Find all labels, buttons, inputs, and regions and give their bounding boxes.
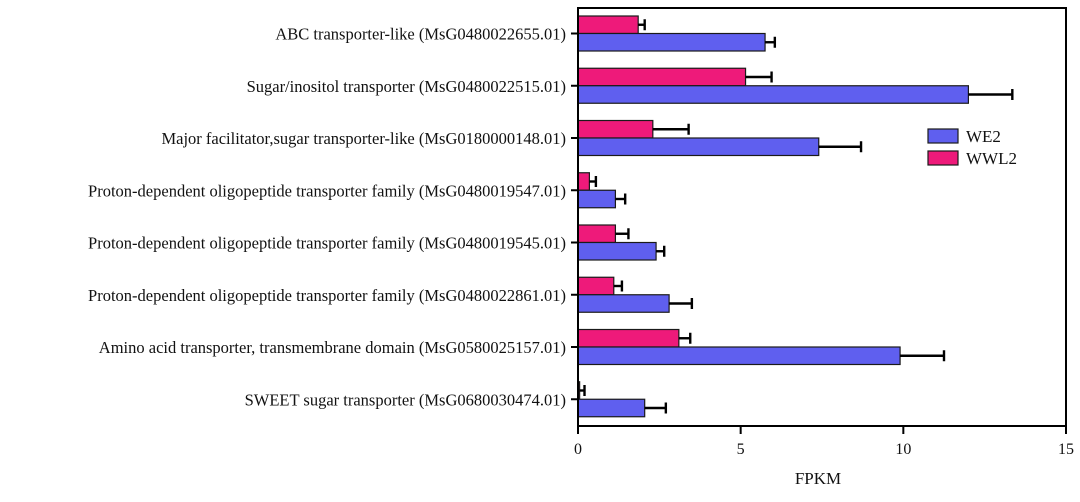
bar-wwl2-4 — [577, 224, 617, 244]
category-label-3: Proton-dependent oligopeptide transporte… — [88, 181, 566, 200]
category-label-1: Sugar/inositol transporter (MsG048002251… — [247, 77, 566, 96]
category-label-0: ABC transporter-like (MsG0480022655.01) — [275, 25, 566, 44]
error-bar-we2-0 — [765, 36, 777, 48]
error-bar-wwl2-5 — [613, 280, 624, 292]
bar-we2-6 — [577, 346, 901, 366]
x-tick-label-2: 10 — [895, 441, 911, 458]
bar-we2-0 — [577, 32, 766, 52]
category-label-6: Amino acid transporter, transmembrane do… — [99, 338, 566, 357]
category-label-4: Proton-dependent oligopeptide transporte… — [88, 234, 566, 253]
error-bar-wwl2-1 — [745, 71, 773, 83]
legend-label-wwl2: WWL2 — [966, 149, 1017, 168]
category-label-2: Major facilitator,sugar transporter-like… — [161, 129, 566, 148]
bar-we2-7 — [577, 398, 646, 418]
legend-label-we2: WE2 — [966, 127, 1001, 146]
x-tick-label-1: 5 — [737, 441, 745, 458]
bar-we2-3 — [577, 189, 617, 209]
axis-ticks: 0 5 10 15 — [571, 32, 1074, 458]
bar-wwl2-5 — [577, 276, 615, 296]
bar-wwl2-6 — [577, 328, 680, 348]
category-label-5: Proton-dependent oligopeptide transporte… — [88, 286, 566, 305]
error-bar-we2-4 — [656, 245, 666, 257]
error-bar-wwl2-2 — [652, 123, 690, 135]
x-axis-title: FPKM — [795, 469, 841, 488]
error-bar-we2-3 — [615, 193, 627, 205]
error-bar-wwl2-3 — [589, 176, 598, 187]
error-bar-we2-7 — [644, 402, 668, 414]
x-tick-label-3: 15 — [1058, 441, 1074, 458]
legend: WE2 WWL2 — [927, 127, 1017, 168]
bar-we2-4 — [577, 241, 657, 261]
error-bar-wwl2-6 — [678, 332, 692, 344]
bar-we2-2 — [577, 137, 820, 157]
error-bar-we2-1 — [968, 89, 1014, 100]
legend-swatch-wwl2 — [927, 150, 959, 166]
error-bar-we2-2 — [818, 141, 863, 153]
legend-swatch-we2 — [927, 128, 959, 144]
bar-we2-5 — [577, 294, 670, 313]
plot-frame — [577, 7, 1067, 427]
bar-wwl2-2 — [577, 119, 654, 139]
error-bar-we2-5 — [669, 298, 694, 309]
error-bar-we2-6 — [900, 350, 946, 362]
x-tick-label-0: 0 — [574, 441, 582, 458]
error-bar-wwl2-0 — [638, 19, 646, 31]
bar-we2-1 — [577, 85, 969, 104]
bar-wwl2-1 — [577, 67, 747, 87]
category-labels: ABC transporter-like (MsG0480022655.01) S… — [88, 25, 566, 410]
bar-wwl2-0 — [577, 15, 639, 35]
error-bars-layer — [579, 19, 1014, 414]
error-bar-wwl2-4 — [615, 228, 630, 240]
bar-wwl2-3 — [577, 172, 590, 191]
category-label-7: SWEET sugar transporter (MsG0680030474.0… — [245, 390, 566, 409]
error-bar-wwl2-7 — [579, 385, 586, 396]
